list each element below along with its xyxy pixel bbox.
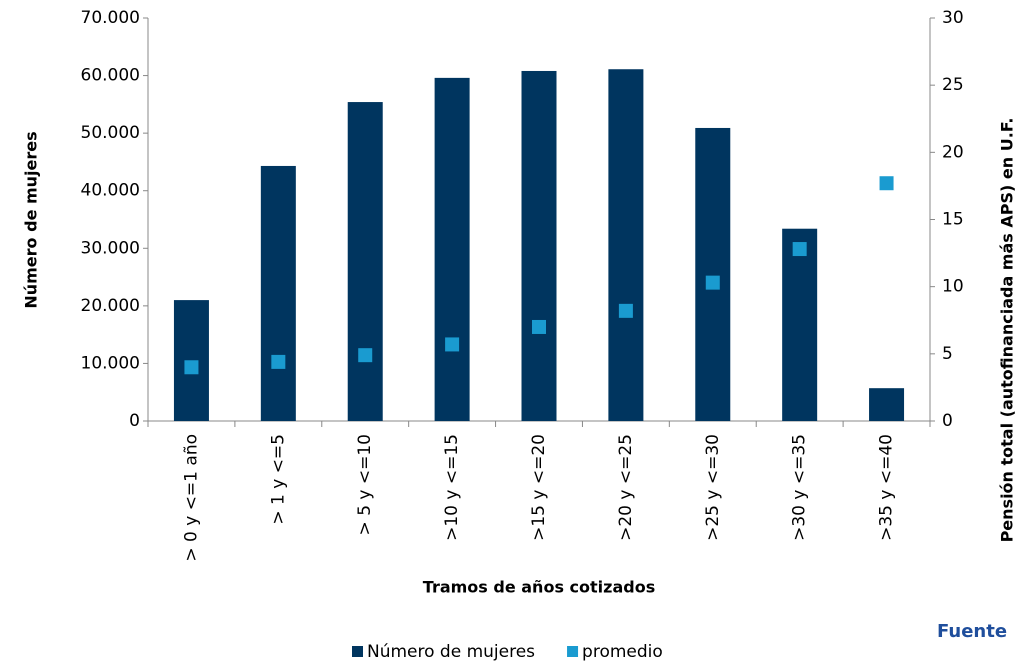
- y-tick-label: 50.000: [81, 123, 140, 143]
- y-tick-label: 10.000: [81, 353, 140, 373]
- legend-swatch: [352, 646, 363, 657]
- x-tick-label: > 5 y <=10: [355, 434, 375, 535]
- x-axis-title: Tramos de años cotizados: [423, 578, 655, 597]
- x-tick-label: >15 y <=20: [529, 434, 549, 541]
- y2-axis-title: Pensión total (autofinanciada más APS) e…: [998, 118, 1017, 543]
- bar: [347, 102, 383, 421]
- marker: [532, 319, 546, 334]
- marker: [445, 337, 460, 352]
- x-tick-label: > 0 y <=1 año: [181, 434, 201, 562]
- bar: [782, 228, 818, 421]
- legend-label: Número de mujeres: [367, 642, 535, 662]
- y2-tick-label: 25: [942, 75, 964, 95]
- bar: [695, 127, 731, 421]
- x-tick-label: >30 y <=35: [790, 434, 810, 541]
- bar: [869, 388, 905, 421]
- marker: [705, 275, 720, 290]
- bar: [521, 70, 557, 422]
- y-tick-label: 30.000: [81, 238, 140, 258]
- marker: [879, 176, 894, 191]
- y-tick-label: 70.000: [81, 8, 140, 28]
- y2-tick-label: 10: [942, 277, 964, 297]
- bar: [608, 69, 644, 421]
- marker: [271, 354, 286, 369]
- source: Fuente: [937, 621, 1007, 642]
- marker: [792, 242, 807, 257]
- y-axis-title: Número de mujeres: [22, 131, 41, 308]
- x-tick-label: >10 y <=15: [442, 434, 462, 541]
- bar: [434, 77, 470, 422]
- y2-tick-label: 5: [942, 344, 953, 364]
- y-tick-label: 0: [129, 411, 140, 431]
- y2-tick-label: 20: [942, 142, 964, 162]
- x-tick-label: > 1 y <=5: [268, 434, 288, 525]
- legend-swatch: [567, 646, 579, 657]
- marker: [184, 360, 199, 375]
- legend-label: promedio: [582, 642, 663, 662]
- y2-tick-label: 0: [942, 411, 953, 431]
- x-tick-label: >20 y <=25: [616, 434, 636, 541]
- y-tick-label: 20.000: [81, 296, 140, 316]
- x-tick-label: >35 y <=40: [877, 434, 897, 541]
- marker: [358, 348, 373, 363]
- x-tick-label: >25 y <=30: [703, 434, 723, 541]
- marker: [618, 303, 633, 318]
- y2-tick-label: 30: [942, 8, 964, 28]
- y-tick-label: 60.000: [81, 66, 140, 86]
- y-tick-label: 40.000: [81, 181, 140, 201]
- bar: [260, 165, 296, 421]
- y2-tick-label: 15: [942, 210, 964, 230]
